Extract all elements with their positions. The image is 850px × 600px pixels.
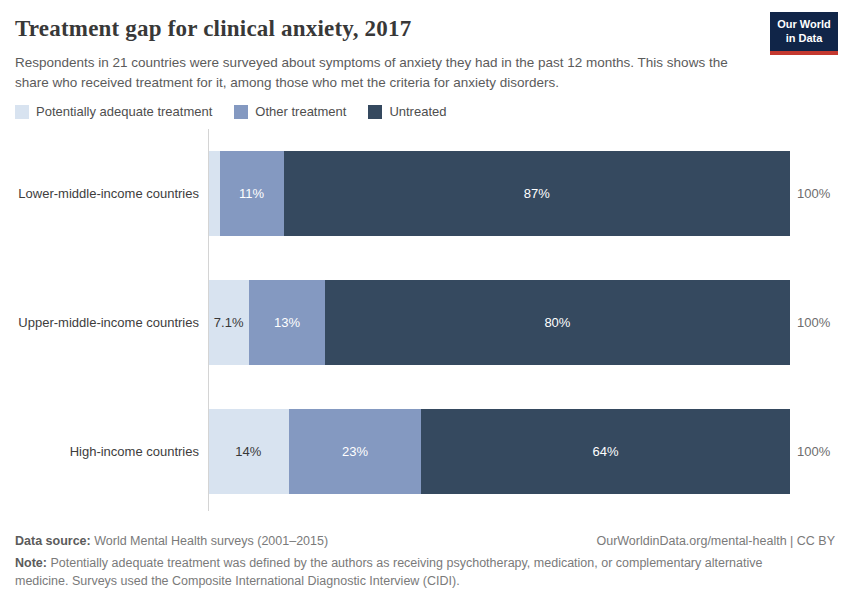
chart-page: Our World in Data Treatment gap for clin… (0, 0, 850, 600)
chart-rows: Lower-middle-income countries11%87%100%U… (15, 129, 835, 516)
note-text: Potentially adequate treatment was defin… (15, 556, 762, 588)
row-total-label: 100% (790, 315, 835, 330)
y-axis-line (208, 129, 209, 511)
bar-segment[interactable]: 14% (208, 409, 289, 494)
chart-row: High-income countries 14% 23% 64% 100% (15, 387, 835, 516)
bar-segment[interactable]: 7.1% (208, 280, 249, 365)
note-label: Note: (15, 556, 47, 570)
footer: Data source: World Mental Health surveys… (15, 532, 835, 590)
chart-row: Upper-middle-income countries 7.1% 13% 80% 1… (15, 258, 835, 387)
stacked-bar-chart: Lower-middle-income countries11%87%100%U… (15, 129, 835, 516)
footer-note: Note: Potentially adequate treatment was… (15, 554, 790, 590)
owid-logo-line1: Our World (774, 18, 834, 32)
bar-segment[interactable]: 23% (289, 409, 422, 494)
segment-value-label: 23% (342, 444, 368, 459)
segment-value-label: 7.1% (214, 315, 244, 330)
legend-label: Potentially adequate treatment (36, 104, 212, 119)
bar-track: 7.1% 13% 80% (208, 280, 790, 365)
legend-item-2[interactable]: Untreated (368, 104, 446, 119)
legend-swatch-icon (15, 105, 29, 119)
legend-item-0[interactable]: Potentially adequate treatment (15, 104, 212, 119)
legend-label: Untreated (389, 104, 446, 119)
legend: Potentially adequate treatment Other trea… (15, 104, 835, 119)
data-source: Data source: World Mental Health surveys… (15, 532, 328, 550)
segment-value-label: 13% (274, 315, 300, 330)
bar-segment[interactable] (208, 151, 220, 236)
legend-swatch-icon (368, 105, 382, 119)
segment-value-label: 11% (239, 186, 264, 201)
data-source-text: World Mental Health surveys (2001–2015) (91, 534, 328, 548)
row-total-label: 100% (790, 186, 835, 201)
bar-track: 14% 23% 64% (208, 409, 790, 494)
row-total-label: 100% (790, 444, 835, 459)
chart-subtitle: Respondents in 21 countries were surveye… (15, 53, 760, 92)
chart-row: Lower-middle-income countries 11% 87% 100% (15, 129, 835, 258)
segment-value-label: 87% (524, 186, 550, 201)
category-label: High-income countries (15, 444, 208, 459)
legend-item-1[interactable]: Other treatment (234, 104, 346, 119)
legend-swatch-icon (234, 105, 248, 119)
owid-logo[interactable]: Our World in Data (770, 12, 838, 55)
bar-segment[interactable]: 80% (325, 280, 790, 365)
bar-segment[interactable]: 64% (421, 409, 790, 494)
segment-value-label: 14% (235, 444, 261, 459)
category-label: Upper-middle-income countries (15, 315, 208, 330)
attribution-link[interactable]: OurWorldinData.org/mental-health | CC BY (596, 532, 835, 550)
category-label: Lower-middle-income countries (15, 186, 208, 201)
chart-title: Treatment gap for clinical anxiety, 2017 (15, 0, 835, 42)
segment-value-label: 64% (593, 444, 619, 459)
bar-track: 11% 87% (208, 151, 790, 236)
data-source-label: Data source: (15, 534, 91, 548)
bar-segment[interactable]: 87% (284, 151, 790, 236)
owid-logo-line2: in Data (774, 32, 834, 46)
segment-value-label: 80% (544, 315, 570, 330)
legend-label: Other treatment (255, 104, 346, 119)
bar-segment[interactable]: 13% (249, 280, 325, 365)
bar-segment[interactable]: 11% (220, 151, 284, 236)
